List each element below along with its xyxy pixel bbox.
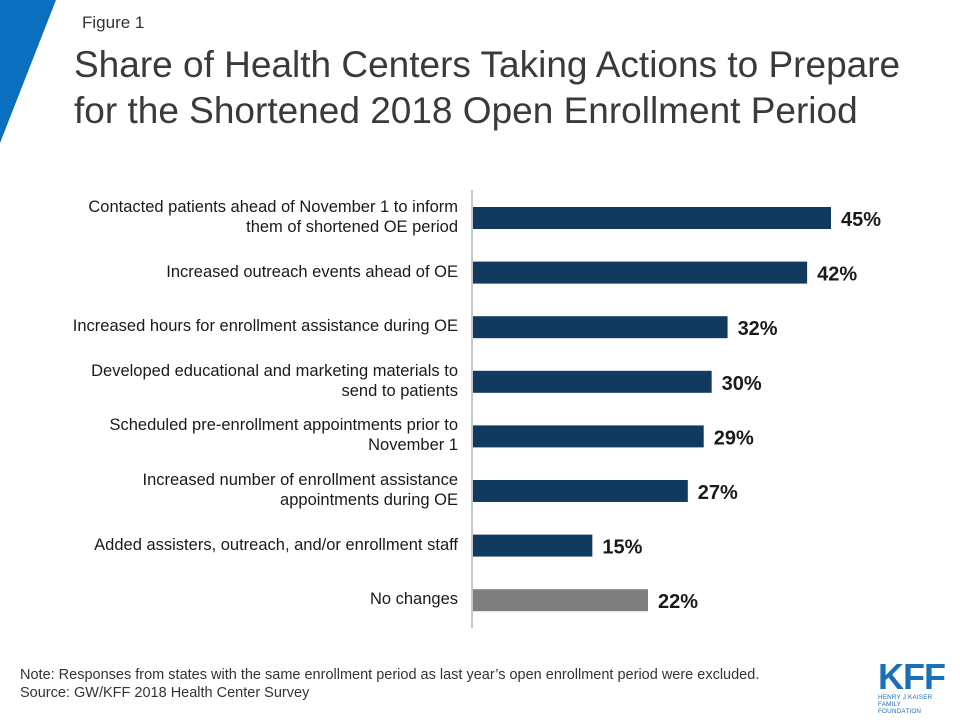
category-label-line: Scheduled pre-enrollment appointments pr… — [109, 416, 458, 435]
footer-source: Source: GW/KFF 2018 Health Center Survey — [20, 685, 310, 701]
value-label: 22% — [658, 591, 698, 613]
category-label-line: Increased number of enrollment assistanc… — [142, 471, 459, 489]
logo-sub-line-1: HENRY J KAISER — [878, 694, 933, 701]
category-label-line: Contacted patients ahead of November 1 t… — [88, 198, 458, 216]
chart-title: Share of Health Centers Taking Actions t… — [74, 42, 944, 134]
bar — [473, 261, 808, 284]
category-label: Added assisters, outreach, and/or enroll… — [0, 535, 458, 555]
logo-sub-line-2: FAMILY FOUNDATION — [878, 701, 922, 715]
bar — [473, 425, 704, 448]
value-label: 30% — [722, 373, 762, 395]
value-label: 29% — [714, 427, 754, 449]
category-label: Increased hours for enrollment assistanc… — [0, 316, 458, 336]
value-label: 42% — [817, 264, 857, 286]
category-label: Contacted patients ahead of November 1 t… — [0, 197, 458, 237]
category-label: Increased number of enrollment assistanc… — [0, 470, 459, 510]
bar — [473, 316, 728, 339]
category-label-line: Increased outreach events ahead of OE — [166, 262, 458, 281]
title-line-2: for the Shortened 2018 Open Enrollment P… — [74, 90, 858, 131]
bar — [473, 207, 831, 229]
category-label-line: Increased hours for enrollment assistanc… — [72, 317, 458, 336]
bar — [473, 589, 649, 612]
footer: Note: Responses from states with the sam… — [20, 666, 759, 702]
title-line-1: Share of Health Centers Taking Actions t… — [74, 44, 901, 85]
bar — [473, 480, 688, 502]
category-label-line: November 1 — [368, 436, 458, 455]
logo-mark: KFF — [878, 656, 946, 697]
kff-logo: KFF HENRY J KAISER FAMILY FOUNDATION — [878, 656, 946, 716]
bar — [473, 370, 712, 393]
value-label: 45% — [841, 209, 881, 231]
footer-note: Note: Responses from states with the sam… — [20, 667, 760, 683]
category-label: Scheduled pre-enrollment appointments pr… — [0, 415, 458, 455]
category-label-line: Added assisters, outreach, and/or enroll… — [94, 535, 458, 554]
value-label: 15% — [602, 537, 642, 559]
category-label-line: appointments during OE — [280, 491, 458, 509]
value-label: 32% — [738, 318, 778, 340]
value-label: 27% — [698, 482, 738, 504]
category-label-line: No changes — [369, 590, 458, 609]
category-label: Increased outreach events ahead of OE — [0, 262, 458, 282]
category-label-line: send to patients — [341, 381, 459, 400]
category-label-line: them of shortened OE period — [246, 218, 458, 236]
category-label: No changes — [0, 589, 458, 609]
corner-accent-triangle — [0, 0, 56, 143]
category-label-line: Developed educational and marketing mate… — [91, 361, 458, 380]
figure-label: Figure 1 — [82, 13, 145, 32]
category-label: Developed educational and marketing mate… — [0, 361, 458, 401]
logo-subtitle: HENRY J KAISER FAMILY FOUNDATION — [878, 694, 946, 715]
bar — [473, 534, 593, 557]
